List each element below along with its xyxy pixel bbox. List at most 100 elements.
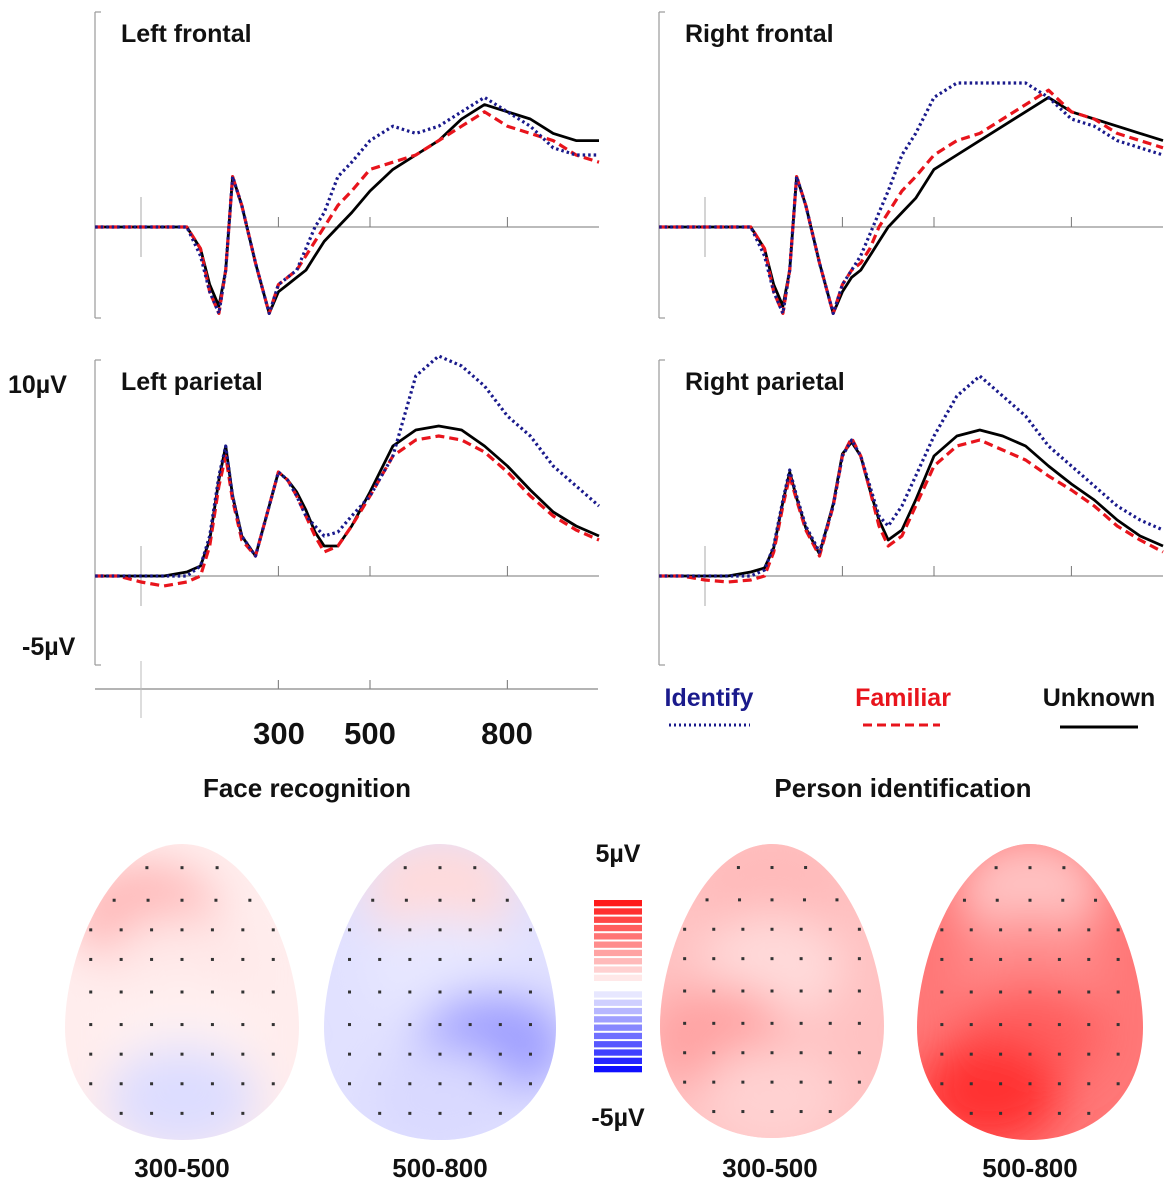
electrode-dot bbox=[804, 866, 808, 870]
electrode-dot bbox=[736, 866, 740, 870]
electrode-dot bbox=[378, 1023, 382, 1027]
electrode-dot bbox=[857, 1021, 861, 1025]
electrode-dot bbox=[969, 928, 973, 932]
electrode-dot bbox=[999, 928, 1003, 932]
series-line-familiar bbox=[659, 436, 1164, 584]
colorbar-step bbox=[594, 966, 642, 973]
panel-left-frontal: Left frontal bbox=[94, 11, 600, 319]
electrode-dot bbox=[180, 928, 184, 932]
electrode-dot bbox=[857, 989, 861, 993]
electrode-dot bbox=[348, 1052, 352, 1056]
electrode-dot bbox=[1057, 928, 1061, 932]
electrode-dot bbox=[498, 1023, 502, 1027]
electrode-dot bbox=[1028, 1082, 1032, 1086]
electrode-dot bbox=[180, 957, 184, 961]
electrode-dot bbox=[828, 1080, 832, 1084]
electrode-dot bbox=[683, 1110, 687, 1114]
electrode-dot bbox=[969, 1082, 973, 1086]
electrode-dot bbox=[528, 1052, 532, 1056]
electrode-dot bbox=[180, 898, 184, 902]
series-line-unknown bbox=[95, 424, 600, 578]
electrode-dot bbox=[146, 898, 150, 902]
legend: Identify Familiar Unknown bbox=[665, 684, 1155, 729]
electrode-dot bbox=[683, 927, 687, 931]
electrode-dot bbox=[404, 898, 408, 902]
electrode-dot bbox=[241, 1052, 245, 1056]
series-line-familiar bbox=[95, 434, 600, 588]
colorbar-step bbox=[594, 1066, 642, 1073]
electrode-dot bbox=[1116, 1082, 1120, 1086]
y-label-bottom: -5µV bbox=[22, 633, 76, 661]
electrode-dot bbox=[271, 1111, 275, 1115]
electrode-dot bbox=[940, 1023, 944, 1027]
electrode-dot bbox=[271, 1023, 275, 1027]
electrode-dot bbox=[210, 990, 214, 994]
electrode-dot bbox=[438, 957, 442, 961]
topomap-region-frontal bbox=[700, 844, 844, 944]
electrode-dot bbox=[210, 1111, 214, 1115]
map-window-label-1: 300-500 bbox=[134, 1153, 229, 1183]
colorbar-step bbox=[594, 941, 642, 948]
electrode-dot bbox=[994, 866, 998, 870]
electrode-dot bbox=[683, 957, 687, 961]
electrode-dot bbox=[741, 1021, 745, 1025]
electrode-dot bbox=[468, 928, 472, 932]
electrode-dot bbox=[1057, 1111, 1061, 1115]
electrode-dot bbox=[119, 990, 123, 994]
electrode-dot bbox=[408, 928, 412, 932]
electrode-dot bbox=[438, 990, 442, 994]
colorbar-step bbox=[594, 983, 642, 990]
electrode-dot bbox=[999, 1052, 1003, 1056]
electrode-dot bbox=[119, 1082, 123, 1086]
electrode-dot bbox=[857, 1110, 861, 1114]
electrode-dot bbox=[1116, 1023, 1120, 1027]
electrode-dot bbox=[468, 990, 472, 994]
electrode-dot bbox=[378, 1052, 382, 1056]
electrode-dot bbox=[1116, 1111, 1120, 1115]
electrode-dot bbox=[770, 1110, 774, 1114]
electrode-dot bbox=[1028, 1111, 1032, 1115]
electrode-dot bbox=[940, 1082, 944, 1086]
electrode-dot bbox=[528, 1111, 532, 1115]
electrode-dot bbox=[940, 990, 944, 994]
colorbar-min-label: -5µV bbox=[591, 1104, 645, 1132]
electrode-dot bbox=[1087, 990, 1091, 994]
panel-right-parietal: Right parietal bbox=[658, 359, 1164, 666]
electrode-dot bbox=[241, 990, 245, 994]
electrode-dot bbox=[683, 1021, 687, 1025]
electrode-dot bbox=[999, 1111, 1003, 1115]
electrode-dot bbox=[271, 1052, 275, 1056]
electrode-dot bbox=[770, 927, 774, 931]
electrode-dot bbox=[712, 957, 716, 961]
electrode-dot bbox=[438, 928, 442, 932]
electrode-dot bbox=[1094, 898, 1098, 902]
colorbar-step bbox=[594, 916, 642, 923]
electrode-dot bbox=[1116, 1052, 1120, 1056]
panel-right-frontal: Right frontal bbox=[658, 11, 1164, 319]
electrode-dot bbox=[999, 990, 1003, 994]
electrode-dot bbox=[408, 1082, 412, 1086]
colorbar-step bbox=[594, 949, 642, 957]
electrode-dot bbox=[1116, 990, 1120, 994]
electrode-dot bbox=[89, 928, 93, 932]
electrode-dot bbox=[1028, 1023, 1032, 1027]
x-tick-label-500: 500 bbox=[344, 716, 396, 751]
electrode-dot bbox=[1028, 990, 1032, 994]
electrode-dot bbox=[999, 1082, 1003, 1086]
electrode-dot bbox=[145, 866, 149, 870]
map-window-label-3: 300-500 bbox=[722, 1153, 817, 1183]
topomap-face-recognition-500-800 bbox=[324, 844, 556, 1140]
electrode-dot bbox=[498, 1082, 502, 1086]
electrode-dot bbox=[528, 957, 532, 961]
section-title-person-identification: Person identification bbox=[774, 773, 1031, 803]
electrode-dot bbox=[378, 990, 382, 994]
electrode-dot bbox=[712, 1021, 716, 1025]
colorbar-step bbox=[594, 1049, 642, 1056]
electrode-dot bbox=[802, 898, 806, 902]
electrode-dot bbox=[1057, 1082, 1061, 1086]
series-line-unknown bbox=[659, 96, 1164, 315]
legend-label-identify: Identify bbox=[665, 684, 754, 712]
electrode-dot bbox=[468, 1023, 472, 1027]
electrode-dot bbox=[210, 1023, 214, 1027]
